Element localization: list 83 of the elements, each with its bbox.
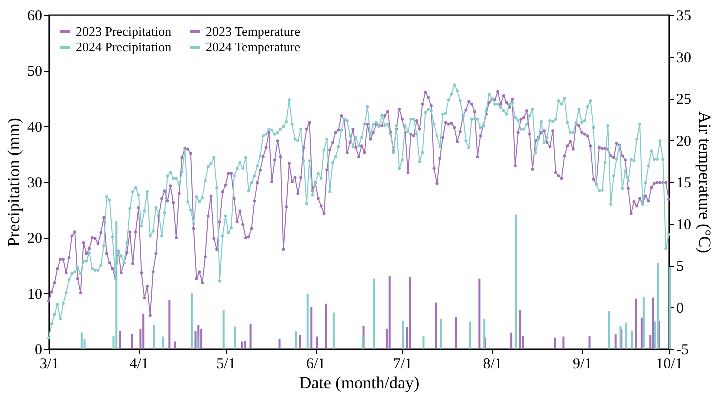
bar	[190, 293, 193, 349]
legend-label: 2024 Precipitation	[76, 40, 172, 54]
bar	[669, 267, 671, 349]
y2-tick-label: -5	[676, 342, 689, 358]
y-axis-title: Precipitation (mm)	[4, 118, 24, 247]
bar	[142, 314, 145, 349]
x-tick-label: 10/1	[656, 356, 683, 372]
y2-tick-label: 15	[676, 176, 692, 192]
x-tick-label: 7/1	[393, 356, 413, 372]
y-tick-label: 40	[28, 120, 42, 136]
bar	[588, 336, 591, 349]
legend-label: 2024 Temperature	[206, 40, 301, 54]
y2-axis-title: Air temperature (°C)	[696, 112, 714, 254]
bar	[200, 328, 203, 349]
bar	[388, 276, 391, 349]
bar	[422, 336, 425, 349]
bar	[162, 336, 164, 349]
bar	[153, 325, 156, 349]
x-tick-label: 3/1	[40, 356, 60, 372]
bar	[332, 312, 335, 349]
bar	[620, 326, 622, 349]
bar	[484, 318, 486, 349]
bar	[299, 335, 302, 349]
bar	[362, 336, 364, 349]
bar	[316, 336, 318, 349]
y-tick-label: 60	[28, 8, 42, 24]
x-tick-label: 4/1	[130, 356, 149, 372]
x-tick-label: 9/1	[573, 356, 592, 372]
bar	[295, 331, 298, 349]
y2-tick-label: 25	[676, 92, 692, 108]
bar	[409, 277, 412, 349]
y-tick-label: 10	[28, 286, 42, 303]
bar	[402, 321, 404, 349]
y-tick-label: 20	[28, 231, 42, 248]
y-tick-label: 30	[28, 176, 42, 192]
y2-tick-label: 10	[676, 217, 692, 234]
legend-label: 2023 Temperature	[206, 24, 301, 39]
x-tick-label: 6/1	[306, 356, 326, 372]
bar	[640, 318, 643, 349]
bar	[515, 214, 518, 349]
x-tick-label: 8/1	[483, 356, 502, 372]
y2-tick-label: 20	[676, 134, 692, 150]
y2-tick-label: 35	[676, 8, 692, 24]
bar	[250, 324, 252, 349]
x-axis-title: Date (month/day)	[299, 374, 420, 392]
bar	[196, 338, 199, 349]
bar	[614, 334, 617, 349]
bar	[519, 310, 522, 349]
bar	[631, 331, 634, 349]
y-tick-label: 50	[28, 64, 42, 80]
bar	[119, 331, 122, 349]
bar	[373, 278, 376, 349]
bar	[652, 298, 655, 349]
bar	[234, 326, 236, 349]
bar	[478, 278, 481, 349]
bar	[174, 342, 176, 349]
bar	[642, 297, 645, 349]
bar	[241, 342, 244, 349]
bar	[608, 311, 610, 349]
bar	[306, 294, 309, 349]
bar	[562, 336, 565, 349]
bar	[278, 338, 281, 349]
bar	[325, 304, 328, 349]
bar	[440, 318, 442, 349]
bar	[310, 307, 313, 349]
x-tick-label: 5/1	[216, 356, 236, 372]
bar	[168, 300, 171, 349]
bar	[554, 338, 556, 349]
y2-tick-label: 5	[676, 259, 684, 275]
legend-label: 2023 Precipitation	[76, 24, 172, 39]
bar	[435, 302, 438, 349]
bar	[469, 322, 472, 349]
y2-tick-label: 0	[676, 300, 684, 317]
bar	[635, 298, 638, 349]
bar	[80, 332, 83, 349]
bar	[626, 322, 628, 349]
bar	[131, 334, 134, 349]
y-tick-label: 0	[35, 342, 42, 358]
bar	[657, 263, 660, 349]
y2-tick-label: 30	[676, 50, 692, 66]
bar	[222, 310, 225, 349]
bar	[244, 341, 246, 349]
bar	[456, 317, 458, 349]
